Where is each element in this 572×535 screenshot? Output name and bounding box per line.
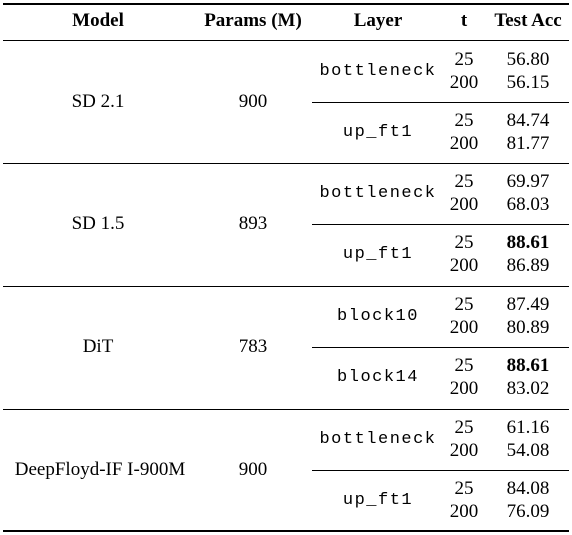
- header-rule: [3, 40, 569, 41]
- header-model: Model: [72, 10, 124, 31]
- timestep-value: 25: [454, 171, 474, 192]
- test-acc-value: 61.16: [506, 417, 550, 438]
- test-acc-value: 88.61: [506, 232, 550, 253]
- params-value: 783: [238, 336, 268, 357]
- layer-name: up_ft1: [342, 245, 414, 264]
- model-name: SD 1.5: [71, 213, 125, 234]
- test-acc-value: 80.89: [506, 317, 550, 338]
- layer-name: up_ft1: [342, 491, 414, 510]
- params-value: 900: [238, 91, 268, 112]
- layer-name: block10: [337, 307, 419, 326]
- timestep-value: 25: [454, 417, 474, 438]
- timestep-value: 25: [454, 232, 474, 253]
- test-acc-value: 86.89: [506, 255, 550, 276]
- header-t: t: [460, 10, 468, 31]
- header-params: Params (M): [204, 10, 302, 31]
- timestep-value: 200: [449, 72, 479, 93]
- header-test-acc: Test Acc: [494, 10, 562, 31]
- group-rule: [3, 163, 569, 164]
- params-value: 893: [238, 213, 268, 234]
- layer-name: bottleneck: [319, 184, 437, 203]
- layer-divider: [312, 102, 569, 103]
- model-name: SD 2.1: [71, 91, 125, 112]
- timestep-value: 25: [454, 478, 474, 499]
- timestep-value: 25: [454, 294, 474, 315]
- layer-name: up_ft1: [342, 123, 414, 142]
- test-acc-value: 83.02: [506, 378, 550, 399]
- model-name: DiT: [82, 336, 114, 357]
- layer-divider: [312, 470, 569, 471]
- header-layer: Layer: [353, 10, 403, 31]
- test-acc-value: 84.74: [506, 110, 550, 131]
- test-acc-value: 76.09: [506, 501, 550, 522]
- bottom-rule: [3, 530, 569, 532]
- timestep-value: 25: [454, 110, 474, 131]
- timestep-value: 25: [454, 49, 474, 70]
- test-acc-value: 56.80: [506, 49, 550, 70]
- test-acc-value: 88.61: [506, 355, 550, 376]
- group-rule: [3, 286, 569, 287]
- test-acc-value: 54.08: [506, 440, 550, 461]
- model-name: DeepFloyd-IF I-900M: [14, 459, 186, 480]
- layer-name: bottleneck: [319, 62, 437, 81]
- layer-name: block14: [337, 368, 419, 387]
- test-acc-value: 81.77: [506, 133, 550, 154]
- test-acc-value: 84.08: [506, 478, 550, 499]
- timestep-value: 200: [449, 194, 479, 215]
- timestep-value: 200: [449, 501, 479, 522]
- timestep-value: 200: [449, 133, 479, 154]
- group-rule: [3, 409, 569, 410]
- timestep-value: 200: [449, 255, 479, 276]
- params-value: 900: [238, 459, 268, 480]
- test-acc-value: 69.97: [506, 171, 550, 192]
- timestep-value: 200: [449, 378, 479, 399]
- layer-divider: [312, 347, 569, 348]
- timestep-value: 200: [449, 440, 479, 461]
- test-acc-value: 56.15: [506, 72, 550, 93]
- timestep-value: 25: [454, 355, 474, 376]
- timestep-value: 200: [449, 317, 479, 338]
- test-acc-value: 68.03: [506, 194, 550, 215]
- top-rule: [3, 3, 569, 5]
- layer-divider: [312, 224, 569, 225]
- test-acc-value: 87.49: [506, 294, 550, 315]
- layer-name: bottleneck: [319, 430, 437, 449]
